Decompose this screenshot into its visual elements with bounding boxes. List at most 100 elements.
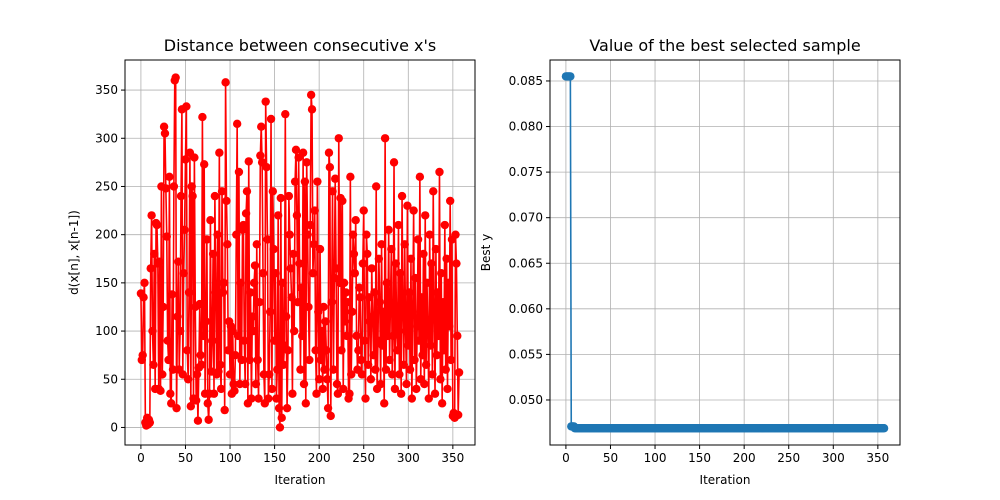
y-tick-label: 0.075	[509, 165, 543, 179]
data-point	[382, 278, 392, 288]
data-point	[240, 336, 249, 345]
data-point	[251, 379, 261, 389]
data-point	[184, 288, 194, 297]
axes-frame	[549, 59, 901, 446]
data-point	[412, 384, 421, 394]
data-point	[159, 122, 169, 131]
data-point	[183, 375, 193, 384]
data-point	[164, 355, 173, 365]
data-point	[453, 331, 462, 341]
data-point	[371, 365, 380, 374]
data-point	[454, 368, 464, 377]
data-point	[431, 244, 441, 254]
x-tick-label: 350	[441, 451, 464, 465]
data-point	[337, 346, 346, 355]
data-point	[349, 249, 359, 259]
data-point	[419, 249, 428, 259]
data-point	[378, 341, 387, 350]
data-point	[421, 360, 431, 369]
data-point	[428, 370, 437, 379]
data-point	[404, 341, 413, 350]
data-point	[422, 278, 432, 288]
data-point	[306, 220, 315, 230]
data-point	[408, 307, 417, 316]
data-point	[264, 394, 273, 403]
data-point	[169, 182, 179, 191]
data-point	[356, 355, 366, 365]
data-point	[165, 172, 174, 182]
data-point	[404, 288, 414, 297]
data-point	[276, 193, 286, 203]
data-point	[158, 370, 167, 379]
x-tick-label: 350	[866, 451, 889, 465]
data-point	[429, 312, 439, 321]
data-point	[347, 370, 356, 379]
data-point	[354, 346, 363, 355]
data-point	[291, 145, 301, 155]
data-point	[323, 403, 333, 413]
data-point	[436, 375, 445, 384]
data-point	[211, 288, 220, 297]
data-line	[565, 75, 885, 430]
y-tick-label: 200	[95, 228, 118, 242]
data-point	[239, 220, 248, 230]
data-point	[360, 336, 369, 345]
data-point	[140, 278, 149, 288]
data-point	[366, 375, 376, 384]
data-point	[347, 307, 357, 316]
data-point	[321, 317, 330, 326]
data-point	[250, 261, 260, 270]
data-point	[317, 326, 327, 336]
data-point	[396, 269, 405, 278]
data-point	[156, 386, 165, 396]
data-point	[348, 230, 358, 239]
data-point	[230, 386, 239, 396]
data-point	[346, 172, 355, 182]
data-point	[362, 230, 371, 239]
data-point	[424, 394, 433, 403]
data-point	[278, 278, 287, 288]
data-point	[166, 389, 175, 398]
x-tick-label: 150	[263, 451, 286, 465]
data-point	[221, 78, 230, 87]
data-point	[308, 269, 318, 278]
data-point	[392, 326, 401, 336]
data-point	[415, 172, 425, 182]
data-point	[444, 278, 453, 288]
data-point	[438, 297, 448, 307]
data-point	[192, 370, 202, 379]
data-point	[178, 370, 187, 379]
data-point	[390, 384, 400, 394]
data-point	[149, 360, 158, 369]
data-point	[214, 367, 223, 376]
data-point	[413, 235, 423, 244]
data-point	[375, 297, 384, 307]
data-point	[394, 220, 403, 230]
data-point	[320, 365, 329, 374]
data-point	[445, 196, 455, 206]
data-point	[183, 346, 192, 355]
data-point	[307, 105, 317, 114]
data-point	[245, 355, 254, 365]
data-point	[253, 355, 262, 365]
data-point	[273, 365, 282, 374]
x-tick-label: 0	[137, 451, 145, 465]
y-tick-label: 0	[110, 420, 118, 434]
data-point	[302, 158, 311, 167]
data-point	[161, 184, 171, 193]
data-point	[374, 254, 384, 263]
data-point	[372, 182, 381, 191]
data-point	[222, 196, 231, 206]
data-point	[400, 240, 409, 249]
data-point	[361, 394, 370, 403]
data-point	[197, 360, 206, 369]
data-point	[273, 211, 283, 220]
data-point	[377, 240, 386, 249]
data-point	[300, 177, 310, 186]
data-point	[247, 394, 256, 403]
data-point	[407, 394, 417, 403]
data-point	[453, 410, 463, 420]
data-point	[355, 293, 365, 302]
data-point	[339, 278, 349, 288]
